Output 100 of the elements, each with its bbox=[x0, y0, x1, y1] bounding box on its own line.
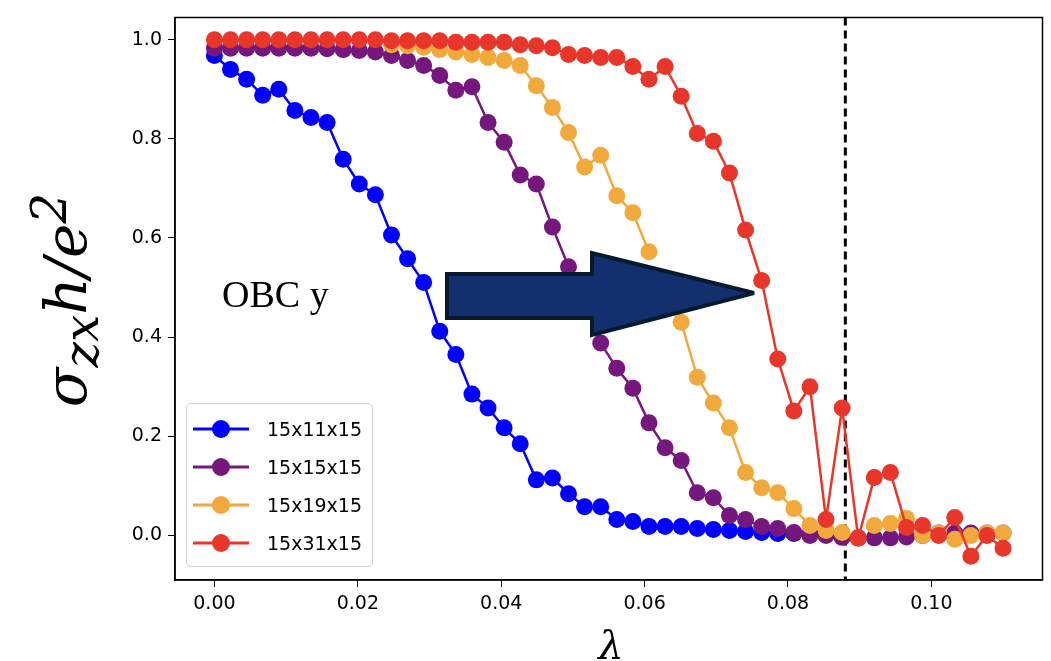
point bbox=[463, 33, 481, 51]
point bbox=[238, 31, 256, 49]
point bbox=[704, 489, 722, 507]
point bbox=[592, 334, 610, 352]
point bbox=[608, 511, 626, 529]
point bbox=[640, 414, 658, 432]
point bbox=[608, 49, 626, 67]
point bbox=[994, 539, 1012, 557]
point bbox=[479, 113, 497, 131]
point bbox=[576, 158, 594, 176]
point bbox=[479, 49, 497, 67]
point bbox=[318, 31, 336, 49]
point bbox=[769, 350, 787, 368]
point bbox=[946, 509, 964, 527]
x-tick-label: 0.10 bbox=[910, 591, 953, 614]
point bbox=[737, 463, 755, 481]
point bbox=[415, 32, 433, 50]
point bbox=[350, 31, 368, 49]
point bbox=[447, 81, 465, 99]
legend-label: 15x11x15 bbox=[267, 418, 363, 440]
point bbox=[543, 39, 561, 57]
y-tick-label: 0.2 bbox=[131, 423, 162, 446]
point bbox=[833, 399, 851, 417]
point bbox=[415, 274, 433, 292]
point bbox=[720, 419, 738, 437]
point bbox=[302, 109, 320, 127]
point bbox=[350, 175, 368, 193]
point bbox=[366, 186, 384, 204]
x-tick-label: 0.04 bbox=[480, 591, 523, 614]
point bbox=[431, 322, 449, 340]
point bbox=[495, 133, 513, 151]
point bbox=[254, 31, 272, 49]
point bbox=[962, 547, 980, 565]
x-tick-label: 0.02 bbox=[336, 591, 379, 614]
point bbox=[286, 31, 304, 49]
point bbox=[527, 471, 545, 489]
point bbox=[769, 519, 787, 537]
point bbox=[592, 498, 610, 516]
point bbox=[914, 516, 932, 534]
point bbox=[608, 359, 626, 377]
x-tick-label: 0.06 bbox=[623, 591, 666, 614]
y-tick-label: 0.6 bbox=[131, 224, 162, 247]
point bbox=[286, 102, 304, 120]
x-tick-label: 0.08 bbox=[766, 591, 810, 614]
point bbox=[318, 113, 336, 131]
point bbox=[704, 132, 722, 150]
point bbox=[801, 516, 819, 534]
point bbox=[479, 33, 497, 51]
y-tick-label: 0.0 bbox=[131, 522, 162, 545]
point bbox=[881, 514, 899, 532]
x-axis-title: λ bbox=[598, 622, 624, 661]
point bbox=[608, 187, 626, 205]
point bbox=[527, 77, 545, 95]
point bbox=[447, 345, 465, 363]
point bbox=[463, 385, 481, 403]
point bbox=[511, 56, 529, 74]
point bbox=[753, 517, 771, 535]
point bbox=[785, 402, 803, 420]
point bbox=[447, 33, 465, 51]
point bbox=[769, 484, 787, 502]
point bbox=[688, 519, 706, 537]
point bbox=[753, 272, 771, 290]
point bbox=[704, 394, 722, 412]
point bbox=[270, 31, 288, 49]
point bbox=[511, 435, 529, 453]
y-tick-label: 0.4 bbox=[131, 324, 162, 347]
point bbox=[222, 31, 240, 49]
point bbox=[672, 452, 690, 470]
point bbox=[865, 468, 883, 486]
point bbox=[624, 379, 642, 397]
y-tick-label: 0.8 bbox=[131, 125, 162, 148]
point bbox=[222, 60, 240, 78]
point bbox=[704, 520, 722, 538]
point bbox=[672, 313, 690, 331]
point bbox=[495, 52, 513, 70]
point bbox=[592, 49, 610, 67]
point bbox=[785, 500, 803, 518]
point bbox=[881, 463, 899, 481]
point bbox=[720, 521, 738, 539]
point bbox=[656, 517, 674, 535]
point bbox=[382, 32, 400, 50]
point bbox=[543, 99, 561, 117]
point bbox=[753, 479, 771, 497]
point bbox=[511, 36, 529, 54]
point bbox=[672, 87, 690, 105]
annotation: OBC y bbox=[222, 272, 329, 316]
point bbox=[399, 250, 417, 268]
point bbox=[576, 498, 594, 516]
point bbox=[366, 31, 384, 49]
point bbox=[640, 243, 658, 261]
point bbox=[431, 32, 449, 50]
point bbox=[560, 46, 578, 64]
point bbox=[527, 175, 545, 193]
point bbox=[865, 516, 883, 534]
point bbox=[720, 507, 738, 525]
point bbox=[382, 226, 400, 244]
point bbox=[640, 70, 658, 88]
point bbox=[737, 511, 755, 529]
point bbox=[334, 150, 352, 168]
point bbox=[205, 31, 223, 49]
